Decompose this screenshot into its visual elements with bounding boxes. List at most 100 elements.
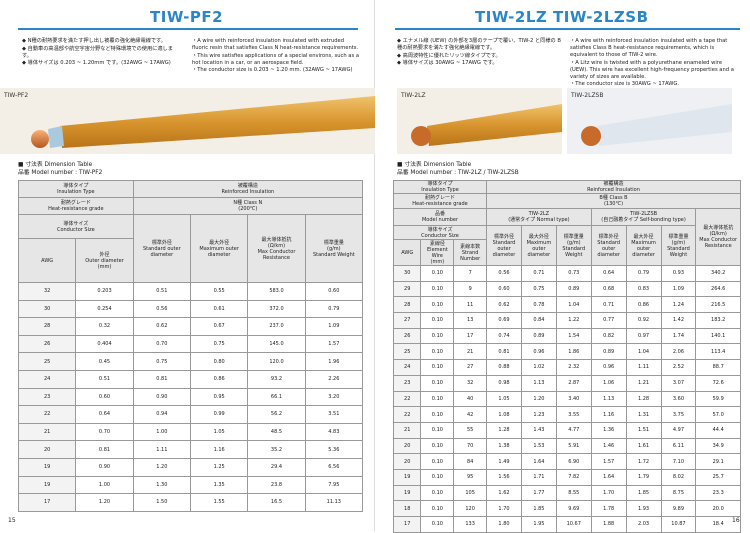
cell: 1.22 bbox=[555, 312, 592, 329]
cell: 0.89 bbox=[590, 343, 627, 361]
header-cell: 導体サイズ Conductor Size bbox=[18, 214, 134, 239]
cell: 1.55 bbox=[189, 493, 249, 512]
cell: 1.43 bbox=[520, 421, 557, 439]
cell: 22 bbox=[392, 390, 422, 408]
cell: 29.4 bbox=[247, 457, 306, 477]
cell: 29 bbox=[392, 280, 422, 298]
cell: 0.73 bbox=[555, 265, 592, 282]
cell: 28 bbox=[392, 296, 422, 314]
cell: 20.0 bbox=[695, 500, 741, 517]
cell: 19 bbox=[392, 468, 422, 486]
cell: 0.51 bbox=[132, 282, 191, 301]
cell: 1.28 bbox=[625, 390, 662, 408]
cell: 16.5 bbox=[247, 493, 306, 512]
cell: 0.10 bbox=[420, 327, 455, 345]
cell: 23.3 bbox=[695, 484, 741, 502]
data-row: 19 1.00 1.30 1.35 23.8 7.95 bbox=[17, 475, 364, 495]
data-row: 22 0.64 0.94 0.99 56.2 3.51 bbox=[17, 405, 364, 424]
cell: 1.70 bbox=[486, 500, 522, 517]
cell: 0.10 bbox=[420, 453, 455, 470]
cell: 113.4 bbox=[695, 343, 741, 361]
bullet: ・A Litz wire is twisted with a polyureth… bbox=[570, 59, 734, 80]
product-image: TIW-2LZSB bbox=[567, 88, 732, 154]
header-cell: 素線本数 Strand Number bbox=[453, 239, 488, 266]
cell: 1.46 bbox=[590, 437, 627, 455]
header-cell: 導体タイプ Insulation Type bbox=[392, 180, 488, 194]
cell: 0.94 bbox=[132, 405, 191, 424]
cell: 0.78 bbox=[520, 296, 557, 314]
data-row: 19 0.10 105 1.62 1.77 8.55 1.70 1.85 8.75 23.3 bbox=[392, 484, 741, 502]
cell: 6.11 bbox=[660, 437, 697, 455]
cell: 1.16 bbox=[590, 406, 627, 423]
cell: 1.88 bbox=[590, 516, 627, 533]
cell: 19 bbox=[17, 475, 77, 495]
cell: 8.55 bbox=[555, 484, 592, 502]
cell: 1.13 bbox=[590, 390, 627, 408]
product-image: TIW-PF2 bbox=[0, 88, 375, 154]
cell: 1.30 bbox=[132, 475, 191, 495]
cell: 20 bbox=[392, 453, 422, 470]
en-bullets: ・A wire with reinforced insulation insul… bbox=[192, 38, 360, 75]
header-row: 導体タイプ Insulation Type 被覆構造 Reinforced Ins… bbox=[392, 180, 741, 194]
data-row: 23 0.10 32 0.98 1.13 2.87 1.06 1.21 3.07 72.6 bbox=[392, 374, 741, 392]
header-cell: 標準外径 Standard outer diameter bbox=[486, 225, 522, 266]
model-number: 品番 Model number : TIW-2LZ / TIW-2LZSB bbox=[397, 170, 519, 176]
cell: 0.62 bbox=[486, 296, 522, 314]
table-body: 導体タイプ Insulation Type 被覆構造 Reinforced Ins… bbox=[392, 180, 741, 533]
bullet: ・A wire with reinforced insulation insul… bbox=[192, 38, 359, 51]
cell: 0.89 bbox=[555, 280, 592, 298]
bullet: ・A wire with reinforced insulation insul… bbox=[570, 38, 728, 58]
cell: 1.20 bbox=[520, 390, 557, 408]
cell: 0.92 bbox=[625, 312, 662, 329]
cell: 84 bbox=[453, 453, 488, 470]
header-cell: TIW-2LZ (通常タイプ Normal type) bbox=[486, 208, 592, 226]
cell: 18 bbox=[392, 500, 422, 517]
cell: 0.71 bbox=[520, 265, 557, 282]
data-row: 27 0.10 13 0.69 0.84 1.22 0.77 0.92 1.42 183.2 bbox=[392, 312, 741, 329]
cell: 2.87 bbox=[555, 374, 592, 392]
header-cell: 標準外径 Standard outer diameter bbox=[132, 214, 191, 283]
cell: 1.36 bbox=[590, 421, 627, 439]
data-row: 19 0.90 1.20 1.25 29.4 6.56 bbox=[17, 457, 364, 477]
cell: 120.0 bbox=[247, 352, 306, 371]
cell: 0.74 bbox=[486, 327, 522, 345]
caption: ■ 寸法表 Dimension Table bbox=[397, 162, 472, 168]
cell: 29.1 bbox=[695, 453, 741, 470]
header-cell: 被覆構造 Reinforced Insulation bbox=[132, 180, 364, 198]
cell: 0.81 bbox=[132, 369, 191, 389]
wire-illustration bbox=[567, 88, 732, 154]
cell: 0.10 bbox=[420, 406, 455, 423]
cell: 0.75 bbox=[189, 334, 249, 354]
cell: 2.26 bbox=[304, 369, 364, 389]
cell: 0.56 bbox=[132, 299, 191, 319]
cell: 42 bbox=[453, 406, 488, 423]
cell: 0.70 bbox=[75, 422, 134, 442]
cell: 32 bbox=[17, 282, 77, 301]
cell: 1.23 bbox=[520, 406, 557, 423]
cell: 0.84 bbox=[520, 312, 557, 329]
cell: 1.54 bbox=[555, 327, 592, 345]
cell: 1.57 bbox=[304, 334, 364, 354]
cell: 0.203 bbox=[75, 282, 134, 301]
data-row: 24 0.51 0.81 0.86 93.2 2.26 bbox=[17, 369, 364, 389]
cell: 44.4 bbox=[695, 421, 741, 439]
cell: 0.45 bbox=[75, 352, 134, 371]
cell: 10.87 bbox=[660, 516, 697, 533]
header-cell: 標準重量 (g/m) Standard Weight bbox=[555, 225, 592, 266]
cell: 0.67 bbox=[189, 317, 249, 336]
bullet: ・The conductor size is 30AWG ~ 17AWG. bbox=[570, 81, 680, 87]
en-bullets: ・A wire with reinforced insulation insul… bbox=[570, 38, 738, 89]
cell: 8.02 bbox=[660, 468, 697, 486]
cell: 0.10 bbox=[420, 421, 455, 439]
data-row: 25 0.10 21 0.81 0.96 1.86 0.89 1.04 2.06 113.4 bbox=[392, 343, 741, 361]
cell: 0.10 bbox=[420, 265, 455, 282]
product-image: TIW-2LZ bbox=[397, 88, 562, 154]
bullet: ・This wire satisfies applications of a s… bbox=[192, 52, 360, 66]
bullet: ◆ 導体サイズは 0.203 ~ 1.20mm です。(32AWG ~ 17AW… bbox=[22, 60, 171, 66]
cell: 0.10 bbox=[420, 468, 455, 486]
cell: 1.16 bbox=[189, 440, 249, 459]
data-row: 20 0.10 84 1.49 1.64 6.90 1.57 1.72 7.10 29.1 bbox=[392, 453, 741, 470]
cell: 24 bbox=[392, 359, 422, 376]
table-caption: ■ 寸法表 Dimension Table 品番 Model number : T… bbox=[18, 161, 102, 177]
cell: 25.7 bbox=[695, 468, 741, 486]
